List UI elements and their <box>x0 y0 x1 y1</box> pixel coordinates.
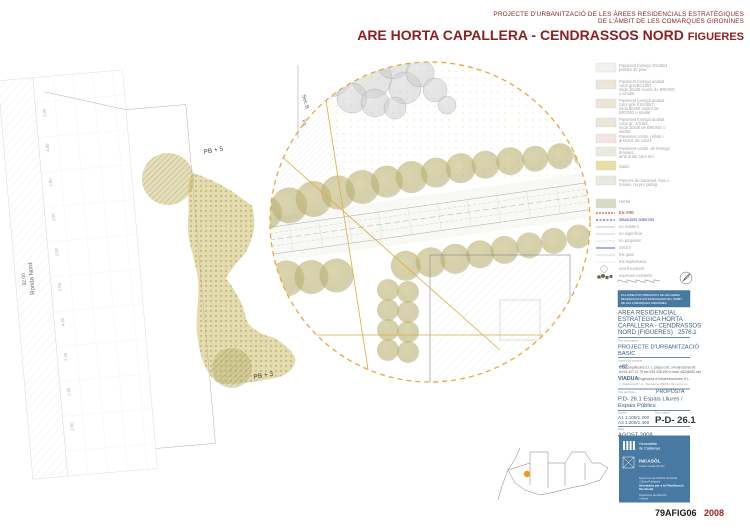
svg-text:2008: 2008 <box>704 508 724 518</box>
svg-text:mateix, no per pidriig: mateix, no per pidriig <box>619 182 658 187</box>
svg-text:Eix ARE: Eix ARE <box>619 210 634 215</box>
svg-text:polides de pisa: polides de pisa <box>619 67 647 72</box>
svg-text:Espais Públics: Espais Públics <box>618 403 656 409</box>
svg-text:Titol del projecte: Titol del projecte <box>618 339 639 343</box>
svg-text:Escala: Escala <box>618 411 627 415</box>
svg-text:BASIC: BASIC <box>618 351 635 357</box>
svg-text:Data: Data <box>618 427 624 431</box>
svg-text:especies existents: especies existents <box>619 273 652 278</box>
svg-text:BRONO o similar: BRONO o similar <box>619 110 651 115</box>
svg-text:drenant, de colors: drenant, de colors <box>619 138 652 143</box>
svg-text:NORD (FIGUERES): NORD (FIGUERES) <box>618 329 673 336</box>
svg-text:Territorial: Territorial <box>639 487 653 491</box>
svg-text:2.00: 2.00 <box>57 282 63 291</box>
svg-text:P-D- 26.1: P-D- 26.1 <box>655 415 696 426</box>
svg-text:2.00: 2.00 <box>42 108 48 117</box>
svg-text:de Catalunya: de Catalunya <box>639 446 660 450</box>
svg-text:2.00: 2.00 <box>66 387 72 396</box>
svg-text:arquitectes s.l. c. plaça cort: arquitectes s.l. c. plaça cort, 14 barce… <box>628 366 695 370</box>
svg-text:Autor/s del projecte: Autor/s del projecte <box>618 359 643 363</box>
svg-text:Enginyera d'Infraestructures S: Enginyera d'Infraestructures S.L. <box>638 377 690 381</box>
svg-text:Institut Català del Sòl: Institut Català del Sòl <box>639 464 665 468</box>
svg-text:situacions anteriors: situacions anteriors <box>619 217 654 222</box>
svg-text:A3 1:200/1.400: A3 1:200/1.400 <box>618 420 650 425</box>
svg-text:2.00: 2.00 <box>48 178 54 187</box>
svg-text:P.D- 26.1 Espais Lliures /: P.D- 26.1 Espais Lliures / <box>618 397 683 403</box>
svg-text:DE LES COMARQUES GIRONINES: DE LES COMARQUES GIRONINES <box>621 301 667 305</box>
svg-text:3.00: 3.00 <box>51 212 57 221</box>
svg-text:Eix gual: Eix gual <box>619 252 634 257</box>
svg-text:2.00: 2.00 <box>54 247 60 256</box>
svg-text:Sector: Sector <box>619 245 631 250</box>
svg-text:PROJECTE D'URBANITZACIÓ: PROJECTE D'URBANITZACIÓ <box>618 344 699 351</box>
svg-text:no proposat: no proposat <box>619 238 641 243</box>
svg-text:xxord existent: xxord existent <box>619 266 645 271</box>
svg-text:no existent: no existent <box>619 224 640 229</box>
svg-text:PROPOSTA: PROPOSTA <box>656 389 685 395</box>
svg-text:amb àrids color 5m: amb àrids color 5m <box>619 154 654 159</box>
svg-text:32.00: 32.00 <box>21 273 28 286</box>
svg-text:Sauló: Sauló <box>619 164 630 169</box>
svg-text:2.00: 2.00 <box>69 422 75 431</box>
svg-text:PB + 5: PB + 5 <box>203 146 224 156</box>
svg-text:i Gestió: i Gestió <box>639 496 649 500</box>
svg-text:c. Viladomat 87 1r - Barcelona: c. Viladomat 87 1r - Barcelona 08015 / 9… <box>619 382 688 386</box>
svg-text:tel.93 427 11 79 fax.933 228 4: tel.93 427 11 79 fax.933 228 490 e-mail:… <box>619 370 701 374</box>
svg-text:Eix septemanic: Eix septemanic <box>619 259 647 264</box>
svg-text:4.00: 4.00 <box>45 143 51 152</box>
svg-text:Herba: Herba <box>619 199 631 204</box>
svg-text:no superficie: no superficie <box>619 231 643 236</box>
svg-text:Titol del Plano: Titol del Plano <box>618 390 636 394</box>
svg-text:Sec.B: Sec.B <box>300 94 310 110</box>
svg-text:79AFIG06: 79AFIG06 <box>655 508 697 518</box>
svg-text:Num. plànol: Num. plànol <box>655 411 670 415</box>
svg-text:o similar: o similar <box>619 91 635 96</box>
svg-text:4.00: 4.00 <box>60 317 66 326</box>
svg-text:2576.1: 2576.1 <box>678 329 697 336</box>
svg-text:2.00: 2.00 <box>63 352 69 361</box>
svg-text:SecFint: SecFint <box>550 334 572 341</box>
